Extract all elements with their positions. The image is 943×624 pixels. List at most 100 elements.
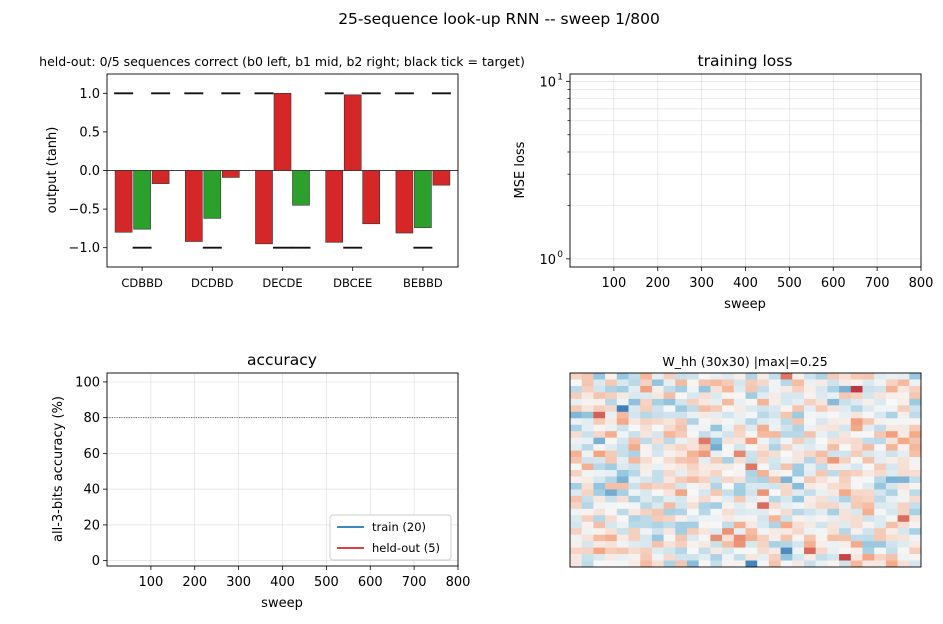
- heatmap-cell: [792, 424, 805, 432]
- heatmap-cell: [722, 489, 735, 497]
- y-tick-exponent: 0: [557, 250, 563, 260]
- heatmap-cell: [663, 385, 676, 393]
- heatmap-cell: [640, 521, 653, 529]
- heatmap-cell: [733, 431, 746, 438]
- heatmap-cell: [768, 431, 781, 438]
- heatmap-cell: [675, 560, 688, 568]
- heatmap-cell: [850, 482, 863, 490]
- heatmap-cell: [651, 424, 664, 432]
- heatmap-cell: [909, 554, 922, 561]
- heatmap-cell: [768, 424, 781, 432]
- heatmap-cell: [570, 541, 582, 548]
- heatmap-cell: [593, 431, 606, 438]
- heatmap-cell: [640, 547, 653, 555]
- heatmap-cell: [874, 470, 887, 477]
- heatmap-cell: [663, 450, 676, 458]
- output-bar-panel: held-out: 0/5 sequences correct (b0 left…: [39, 54, 525, 290]
- heatmap-cell: [815, 398, 828, 406]
- x-tick-label: 500: [777, 276, 802, 291]
- heatmap-cell: [581, 398, 594, 406]
- heatmap-cell: [616, 560, 629, 568]
- heatmap-cell: [640, 470, 653, 477]
- heatmap-cell: [768, 373, 781, 380]
- heatmap-cell: [839, 528, 852, 535]
- heatmap-cell: [874, 489, 887, 497]
- heatmap-cell: [862, 547, 875, 555]
- heatmap-cell: [862, 418, 875, 426]
- heatmap-cell: [862, 385, 875, 393]
- y-tick-label: 80: [83, 411, 100, 426]
- heatmap-cell: [675, 411, 688, 419]
- heatmap-cell: [862, 560, 875, 568]
- heatmap-cell: [675, 495, 688, 503]
- heatmap-cell: [581, 482, 594, 490]
- heatmap-cell: [710, 392, 723, 400]
- heatmap-cell: [570, 534, 582, 542]
- heatmap-cell: [616, 457, 629, 464]
- bar: [325, 170, 344, 243]
- x-tick-label: 200: [182, 575, 207, 590]
- heatmap-cell: [710, 470, 723, 477]
- heatmap-cell: [757, 502, 770, 510]
- heatmap-cell: [768, 508, 781, 516]
- heatmap-cell: [698, 411, 711, 419]
- heatmap-cell: [687, 431, 699, 438]
- heatmap-cell: [640, 411, 653, 419]
- heatmap-cell: [663, 534, 676, 542]
- heatmap-cell: [757, 554, 770, 561]
- heatmap-cell: [616, 385, 629, 393]
- heatmap-cell: [616, 476, 629, 484]
- heatmap-cell: [581, 541, 594, 548]
- heatmap-cell: [768, 515, 781, 523]
- heatmap-cell: [909, 482, 922, 490]
- heatmap-cell: [710, 405, 723, 413]
- heatmap-cell: [570, 431, 582, 438]
- heatmap-cell: [733, 554, 746, 561]
- heatmap-cell: [628, 437, 641, 445]
- heatmap-cell: [698, 515, 711, 523]
- x-tick-label: 400: [733, 276, 758, 291]
- heatmap-cell: [640, 450, 653, 458]
- heatmap-cell: [827, 463, 840, 471]
- heatmap-cell: [710, 521, 723, 529]
- heatmap-cell: [757, 398, 770, 406]
- y-tick-label: 40: [83, 483, 100, 498]
- heatmap-cell: [698, 405, 711, 413]
- weight-heatmap-panel: W_hh (30x30) |max|=0.25: [569, 354, 922, 568]
- heatmap-cell: [698, 470, 711, 477]
- bar: [395, 170, 414, 234]
- heatmap-cell: [605, 495, 618, 503]
- figure-suptitle: 25-sequence look-up RNN -- sweep 1/800: [338, 10, 660, 28]
- heatmap-cell: [780, 424, 793, 432]
- heatmap-cell: [792, 411, 805, 419]
- heatmap-cell: [628, 457, 641, 464]
- heatmap-cell: [815, 418, 828, 426]
- heatmap-cell: [897, 470, 910, 477]
- heatmap-cell: [675, 521, 688, 529]
- heatmap-cell: [605, 547, 618, 555]
- heatmap-cell: [570, 495, 582, 503]
- heatmap-cell: [605, 418, 618, 426]
- heatmap-cell: [815, 560, 828, 568]
- category-label: DBCEE: [333, 276, 372, 290]
- heatmap-cell: [827, 470, 840, 477]
- heatmap-cell: [663, 398, 676, 406]
- heatmap-cell: [581, 515, 594, 523]
- heatmap-cell: [687, 547, 699, 555]
- heatmap-cell: [663, 418, 676, 426]
- heatmap-cell: [616, 424, 629, 432]
- heatmap-cell: [581, 418, 594, 426]
- heatmap-cell: [745, 534, 758, 542]
- heatmap-cell: [616, 418, 629, 426]
- heatmap-cell: [722, 385, 735, 393]
- heatmap-cell: [909, 405, 922, 413]
- heatmap-cell: [815, 547, 828, 555]
- heatmap-cell: [675, 424, 688, 432]
- heatmap-cell: [804, 502, 816, 510]
- heatmap-cell: [780, 405, 793, 413]
- heatmap-cell: [651, 385, 664, 393]
- bar: [362, 170, 381, 225]
- heatmap-cell: [628, 521, 641, 529]
- heatmap-cell: [628, 444, 641, 451]
- heatmap-cell: [850, 476, 863, 484]
